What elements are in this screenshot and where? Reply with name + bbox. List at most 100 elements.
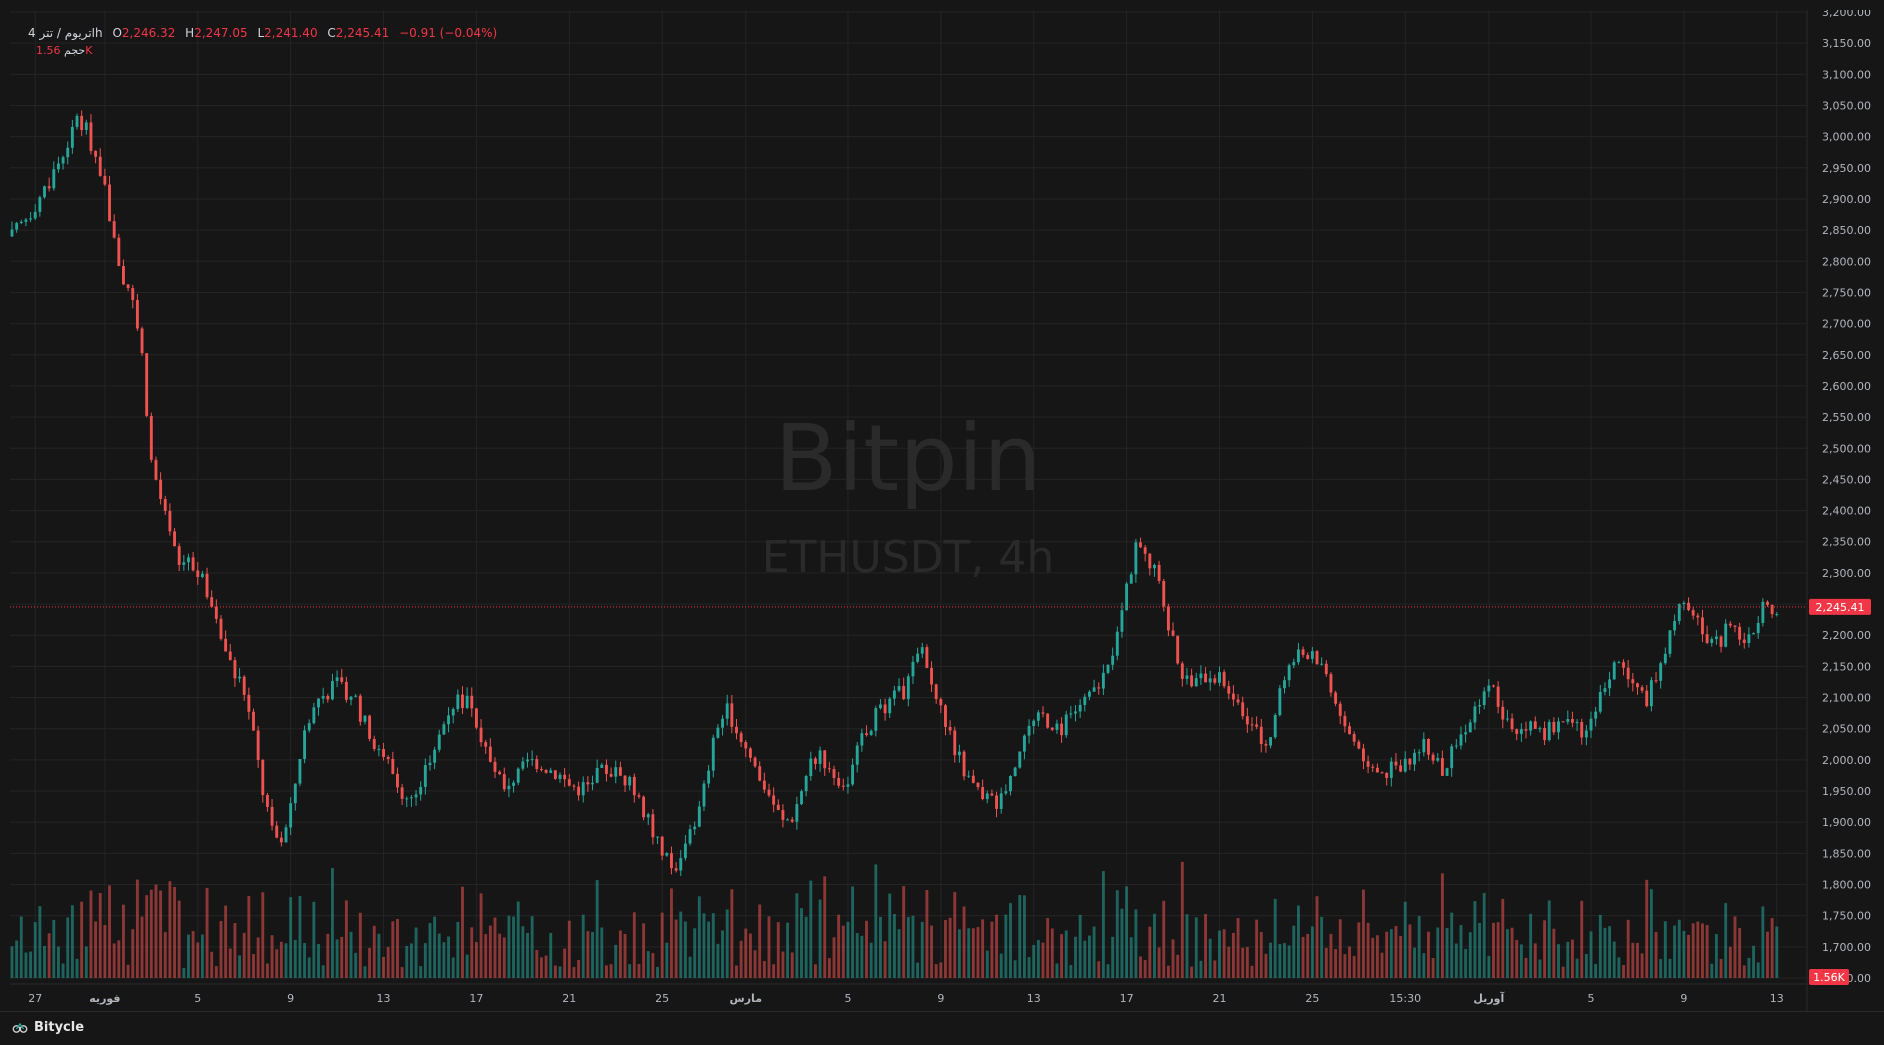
volume-bar	[261, 892, 265, 978]
candle-body	[433, 749, 437, 763]
candle-body	[1097, 687, 1101, 689]
chart-area[interactable]: 3,200.00 3,150.00 3,100.00 3,050.00 3,000.00…	[10, 10, 1884, 1011]
volume-bar	[437, 933, 441, 978]
candle-body	[168, 510, 172, 532]
volume-value: 1.56K	[36, 44, 93, 57]
candle-body	[1157, 564, 1161, 581]
volume-bar	[911, 915, 915, 978]
candle-body	[363, 715, 367, 722]
volume-bar	[730, 889, 734, 978]
volume-bar	[1315, 896, 1319, 978]
candle-body	[1659, 663, 1663, 681]
volume-bar	[851, 886, 855, 978]
candle-body	[823, 750, 827, 769]
volume-bar	[1380, 952, 1384, 978]
high-value: 2,247.05	[194, 26, 248, 40]
candle-body	[1673, 620, 1677, 631]
candle-body	[1357, 741, 1361, 749]
volume-bar	[1106, 964, 1110, 978]
candle-body	[539, 769, 543, 771]
candle-body	[1153, 564, 1156, 569]
x-tick-label: مارس	[730, 992, 762, 1005]
candle-body	[1255, 724, 1259, 727]
volume-bar	[1496, 922, 1500, 978]
candle-body	[89, 122, 93, 151]
volume-bar	[693, 928, 697, 978]
volume-bar	[962, 906, 966, 978]
volume-bar	[1529, 913, 1533, 978]
volume-bar	[707, 921, 711, 978]
volume-bar	[1171, 939, 1175, 978]
candle-body	[1083, 696, 1087, 706]
candle-body	[233, 660, 237, 679]
candle-body	[879, 704, 882, 709]
volume-bar	[470, 927, 474, 978]
candle-body	[1352, 734, 1356, 742]
candle-body	[326, 696, 330, 700]
candle-body	[451, 709, 455, 716]
candle-body	[289, 803, 293, 828]
candle-body	[1366, 761, 1370, 767]
change-value: −0.91 (−0.04%)	[399, 26, 498, 40]
candle-body	[521, 761, 525, 769]
watermark-brand: Bitpin	[774, 405, 1041, 512]
candle-body	[265, 795, 269, 807]
candle-body	[493, 761, 497, 772]
candle-body	[344, 681, 348, 700]
volume-bar	[1269, 942, 1273, 978]
x-tick-label: 15:30	[1389, 992, 1421, 1005]
volume-bar	[1682, 930, 1686, 978]
volume-bar	[247, 895, 251, 978]
volume-bar	[98, 892, 102, 978]
x-tick-label: 5	[194, 992, 201, 1005]
candle-body	[474, 708, 478, 728]
candle-body	[744, 742, 748, 749]
candle-body	[1060, 723, 1064, 736]
volume-bar	[1371, 937, 1375, 978]
volume-bar	[265, 963, 269, 978]
volume-bar	[753, 950, 757, 978]
candle-body	[275, 825, 279, 838]
candle-body	[182, 562, 186, 565]
volume-bar	[1018, 895, 1022, 978]
candle-body	[1013, 767, 1017, 777]
candle-body	[971, 775, 975, 783]
volume-bar	[451, 957, 455, 978]
volume-bar	[1185, 914, 1189, 978]
candle-body	[930, 667, 933, 685]
volume-bar	[1166, 965, 1170, 978]
candle-body	[1440, 758, 1444, 776]
volume-bar	[94, 921, 98, 978]
volume-bar	[1050, 928, 1054, 978]
candle-body	[1603, 688, 1607, 692]
candle-body	[187, 557, 190, 563]
candlestick-chart[interactable]: 3,200.00 3,150.00 3,100.00 3,050.00 3,000.00…	[10, 10, 1884, 1011]
volume-bar	[748, 933, 752, 978]
candle-body	[1227, 686, 1231, 694]
volume-bar	[804, 916, 808, 978]
volume-bar	[159, 890, 163, 978]
y-tick-label: 3,000.00	[1822, 131, 1871, 144]
volume-legend: حجم 1.56K	[28, 44, 92, 57]
candle-body	[405, 798, 409, 800]
candle-body	[1348, 726, 1351, 735]
candle-body	[61, 157, 65, 164]
volume-bar	[1366, 922, 1370, 978]
y-tick-label: 1,950.00	[1822, 785, 1871, 798]
volume-bar	[1115, 890, 1119, 978]
candle-body	[1245, 716, 1249, 725]
volume-bar	[1422, 953, 1426, 978]
footer-brand[interactable]: Bitycle	[12, 1020, 84, 1035]
candle-body	[1236, 699, 1240, 703]
candle-body	[563, 774, 567, 780]
volume-bar	[716, 943, 720, 978]
candle-body	[70, 126, 74, 148]
y-tick-label: 2,600.00	[1822, 380, 1871, 393]
x-tick-label: 13	[1027, 992, 1041, 1005]
volume-bar	[637, 963, 641, 978]
candle-body	[530, 759, 534, 761]
volume-bar	[196, 942, 200, 978]
volume-bar	[1756, 962, 1760, 978]
volume-bar	[1450, 912, 1454, 978]
candle-body	[84, 122, 88, 131]
